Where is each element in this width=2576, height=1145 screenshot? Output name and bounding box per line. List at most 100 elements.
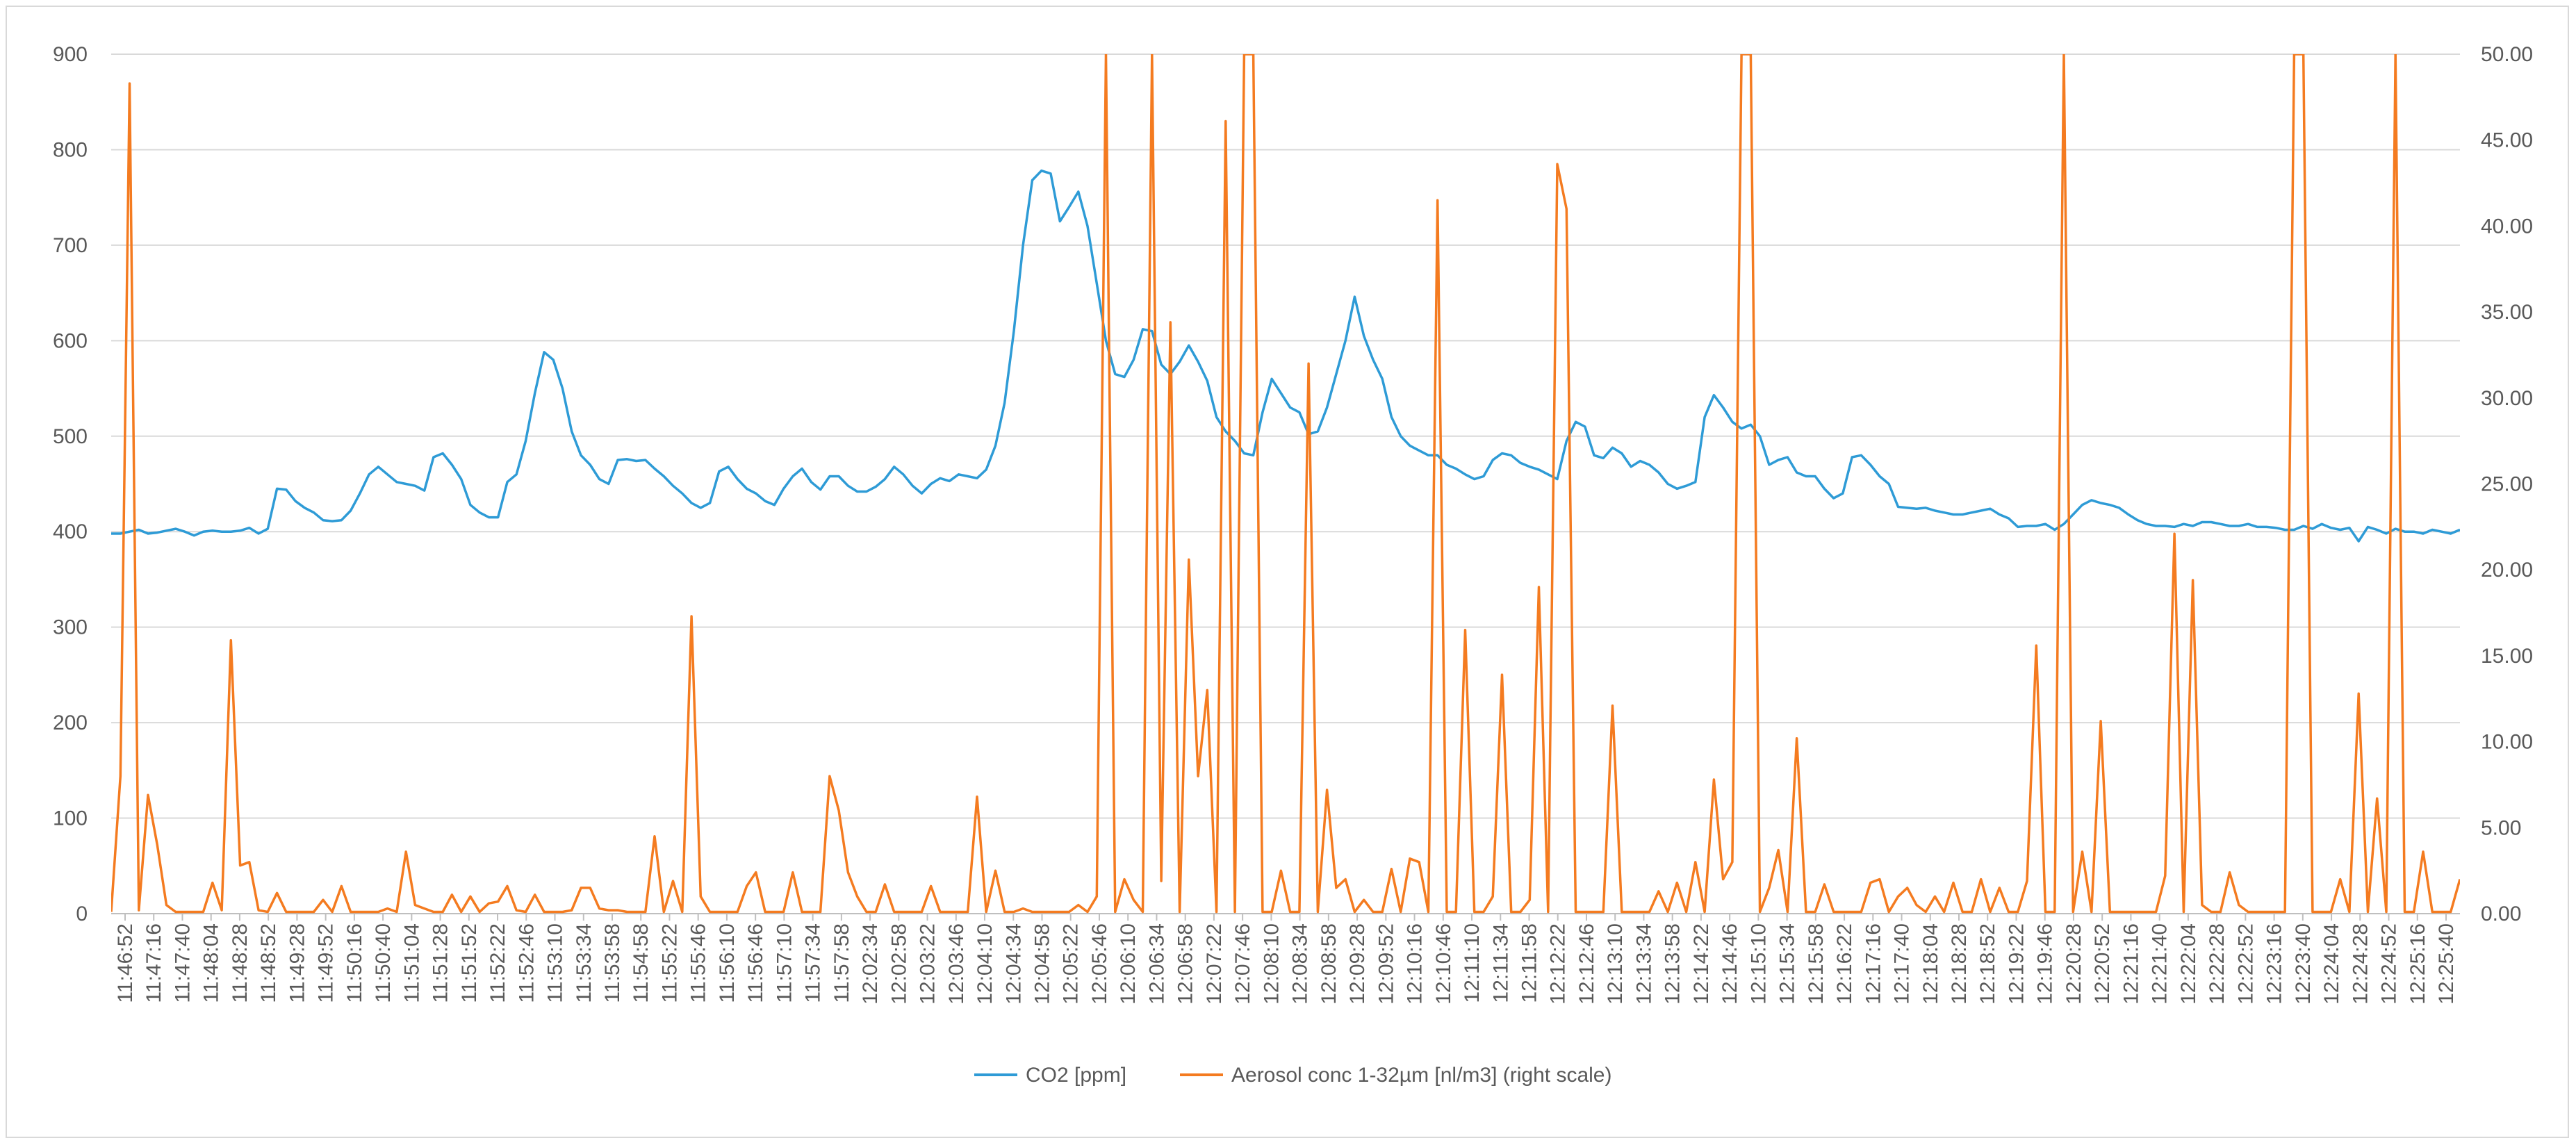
x-tick-label: 12:11:10 [1461, 923, 1484, 1003]
x-tick-label: 12:14:22 [1690, 923, 1713, 1005]
x-tick-label: 12:10:46 [1432, 923, 1455, 1005]
x-tick-label: 12:09:52 [1375, 923, 1397, 1005]
x-tick-label: 11:50:40 [372, 923, 395, 1003]
x-tick-label: 12:24:04 [2320, 923, 2343, 1005]
y-left-tick-label: 0 [76, 903, 88, 925]
legend: CO2 [ppm] Aerosol conc 1-32µm [nl/m3] (ri… [974, 1064, 1612, 1087]
x-tick-label: 12:22:52 [2234, 923, 2257, 1005]
x-tick-label: 12:13:34 [1632, 923, 1655, 1005]
y-left-tick-label: 400 [53, 520, 88, 543]
x-tick-label: 12:25:40 [2435, 923, 2458, 1005]
x-tick-label: 12:05:22 [1060, 923, 1083, 1005]
series-lines [111, 54, 2460, 914]
x-tick-label: 12:13:10 [1604, 923, 1627, 1005]
x-tick-label: 11:55:46 [687, 923, 710, 1003]
legend-item-aerosol-label: Aerosol conc 1-32µm [nl/m3] (right scale… [1231, 1064, 1612, 1087]
x-tick-label: 12:02:34 [859, 923, 882, 1005]
y-left-tick-label: 900 [53, 43, 88, 66]
x-tick-label: 12:11:58 [1518, 923, 1541, 1003]
x-tick-label: 12:07:22 [1203, 923, 1226, 1005]
y-left-tick-label: 800 [53, 138, 88, 161]
x-tick-label: 12:23:16 [2263, 923, 2286, 1005]
x-tick-label: 12:22:28 [2206, 923, 2229, 1005]
x-axis: 11:46:52 11:47:16 11:47:40 11:48:04 11:48:28… [111, 913, 2460, 1005]
x-tick-label: 11:53:34 [573, 923, 596, 1003]
x-tick-label: 11:55:22 [658, 923, 681, 1003]
x-tick-label: 12:09:28 [1346, 923, 1369, 1005]
x-tick-label: 11:51:28 [429, 923, 452, 1003]
y-right-tick-label: 35.00 [2481, 301, 2533, 324]
y-right-tick-label: 15.00 [2481, 645, 2533, 668]
x-tick-label: 12:03:22 [917, 923, 940, 1005]
x-tick-label: 12:21:16 [2119, 923, 2142, 1005]
x-tick-label: 12:03:46 [945, 923, 968, 1005]
x-tick-label: 11:48:52 [257, 923, 280, 1003]
y-left-tick-label: 700 [53, 234, 88, 257]
x-tick-label: 11:48:04 [200, 923, 223, 1003]
chart-frame: 0 100 200 300 400 500 600 700 800 900 0.00 5.00 10.… [6, 6, 2569, 1138]
x-tick-label: 11:49:52 [315, 923, 338, 1003]
x-tick-label: 12:05:46 [1088, 923, 1111, 1005]
y-left-tick-label: 200 [53, 711, 88, 734]
y-left-tick-label: 100 [53, 807, 88, 830]
x-tick-label: 12:22:04 [2177, 923, 2200, 1005]
x-tick-label: 12:08:58 [1318, 923, 1340, 1005]
x-tick-label: 12:06:58 [1174, 923, 1197, 1005]
x-tick-label: 12:08:34 [1289, 923, 1312, 1005]
series-line-aerosol [111, 54, 2460, 914]
x-tick-label: 12:16:22 [1833, 923, 1856, 1005]
x-tick-label: 12:18:28 [1948, 923, 1971, 1005]
y-right-tick-label: 30.00 [2481, 387, 2533, 410]
x-tick-label: 12:04:34 [1002, 923, 1025, 1005]
x-tick-label: 12:17:16 [1862, 923, 1885, 1005]
x-tick-label: 12:19:22 [2005, 923, 2028, 1005]
y-left-tick-label: 600 [53, 329, 88, 352]
x-tick-label: 12:23:40 [2292, 923, 2315, 1005]
x-tick-label: 12:07:46 [1231, 923, 1254, 1005]
x-tick-label: 11:57:10 [773, 923, 796, 1003]
y-left-tick-label: 500 [53, 425, 88, 448]
y-right-tick-label: 25.00 [2481, 473, 2533, 496]
x-tick-label: 11:53:58 [601, 923, 624, 1003]
x-tick-label: 11:46:52 [114, 923, 137, 1003]
y-right-tick-label: 20.00 [2481, 559, 2533, 582]
x-tick-label: 12:15:34 [1776, 923, 1799, 1005]
y-left-tick-label: 300 [53, 616, 88, 639]
x-tick-label: 11:53:10 [544, 923, 567, 1003]
y-right-tick-label: 50.00 [2481, 43, 2533, 66]
x-tick-label: 12:18:04 [1919, 923, 1942, 1005]
x-tick-label: 12:19:46 [2034, 923, 2057, 1005]
x-tick-label: 12:24:28 [2349, 923, 2372, 1005]
x-tick-label: 11:47:16 [142, 923, 165, 1003]
y-right-tick-label: 10.00 [2481, 731, 2533, 754]
x-tick-label: 11:51:04 [400, 923, 423, 1003]
y-right-tick-label: 45.00 [2481, 129, 2533, 152]
x-tick-label: 11:57:34 [802, 923, 825, 1003]
x-tick-label: 12:04:58 [1031, 923, 1054, 1005]
x-tick-label: 12:11:34 [1489, 923, 1512, 1003]
gridlines [111, 53, 2460, 819]
x-tick-label: 11:49:28 [286, 923, 309, 1003]
x-tick-label: 12:20:28 [2062, 923, 2085, 1005]
x-tick-label: 12:15:10 [1747, 923, 1770, 1005]
x-tick-label: 12:12:46 [1575, 923, 1598, 1005]
x-tick-label: 11:54:58 [630, 923, 653, 1003]
x-tick-label: 12:10:16 [1404, 923, 1427, 1005]
x-tick-label: 12:06:10 [1117, 923, 1140, 1005]
y-axis-right: 0.00 5.00 10.00 15.00 20.00 25.00 30.00 35.00 40… [2481, 43, 2533, 925]
x-tick-label: 12:20:52 [2091, 923, 2114, 1005]
x-tick-label: 11:52:22 [486, 923, 509, 1003]
x-tick-label: 12:25:16 [2406, 923, 2429, 1005]
y-right-tick-label: 0.00 [2481, 903, 2521, 925]
y-axis-left: 0 100 200 300 400 500 600 700 800 900 [53, 43, 88, 925]
x-tick-label: 11:57:58 [830, 923, 853, 1003]
x-tick-label: 11:48:28 [229, 923, 252, 1003]
series-line-co2 [111, 169, 2460, 543]
x-tick-label: 12:24:52 [2378, 923, 2401, 1005]
x-tick-label: 12:02:58 [887, 923, 910, 1005]
x-tick-label: 12:12:22 [1547, 923, 1570, 1005]
chart-svg: 0 100 200 300 400 500 600 700 800 900 0.00 5.00 10.… [53, 43, 2533, 1087]
x-tick-label: 12:13:58 [1662, 923, 1684, 1005]
x-tick-label: 12:21:40 [2149, 923, 2172, 1005]
x-tick-label: 12:15:58 [1805, 923, 1828, 1005]
